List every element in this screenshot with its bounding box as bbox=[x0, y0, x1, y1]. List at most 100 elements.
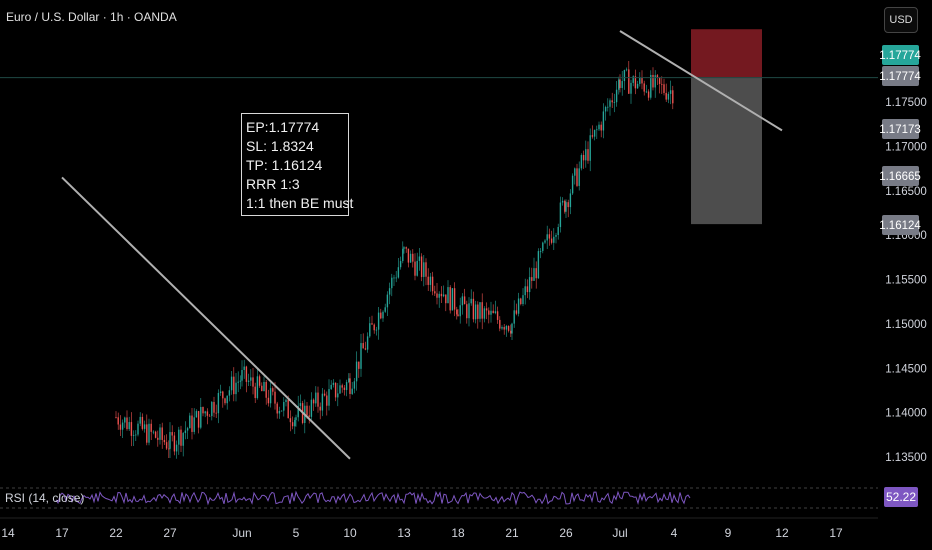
candle-body bbox=[654, 75, 656, 88]
candle-body bbox=[295, 417, 297, 421]
candle-body bbox=[235, 382, 237, 395]
candle-body bbox=[459, 305, 461, 317]
x-tick-label: 18 bbox=[451, 526, 465, 540]
candle-body bbox=[193, 417, 195, 432]
candle-body bbox=[157, 437, 159, 440]
candle-body bbox=[137, 423, 139, 435]
candle-body bbox=[602, 111, 605, 131]
candle-body bbox=[148, 423, 150, 443]
candle-body bbox=[474, 304, 477, 320]
candle-body bbox=[337, 393, 339, 398]
candle-body bbox=[287, 399, 289, 419]
candle-body bbox=[524, 286, 526, 296]
candle-body bbox=[124, 417, 126, 423]
candle-body bbox=[132, 435, 135, 436]
candle-body bbox=[485, 308, 488, 311]
candle-body bbox=[656, 75, 659, 78]
candle-body bbox=[546, 234, 548, 241]
candle-body bbox=[641, 77, 643, 84]
candle-body bbox=[200, 406, 202, 428]
candle-body bbox=[429, 276, 432, 285]
candle-body bbox=[269, 388, 272, 404]
chart-title: Euro / U.S. Dollar · 1h · OANDA bbox=[6, 10, 177, 24]
trendlines-group[interactable] bbox=[61, 30, 783, 460]
trendline[interactable] bbox=[61, 176, 351, 460]
candle-body bbox=[587, 149, 589, 161]
price-labels: 1.17774 1.17774 1.17173 1.16665 1.16124 bbox=[879, 45, 921, 235]
candle-body bbox=[596, 129, 598, 131]
candle-body bbox=[580, 155, 583, 169]
y-tick-label: 1.15500 bbox=[885, 275, 927, 287]
candle-body bbox=[667, 93, 670, 100]
candle-body bbox=[479, 302, 481, 319]
y-tick-label: 1.17500 bbox=[885, 97, 927, 109]
trade-position-box[interactable] bbox=[0, 29, 878, 225]
candle-body bbox=[310, 399, 313, 417]
candle-body bbox=[348, 378, 350, 383]
x-tick-label: 9 bbox=[725, 526, 732, 540]
x-tick-label: 21 bbox=[505, 526, 519, 540]
currency-button[interactable]: USD bbox=[884, 7, 918, 33]
candle-body bbox=[150, 423, 152, 432]
price-axis[interactable]: 1.135001.140001.145001.150001.155001.160… bbox=[885, 97, 927, 464]
candle-body bbox=[609, 100, 611, 107]
candle-body bbox=[619, 79, 621, 88]
candle-body bbox=[561, 200, 564, 203]
candle-body bbox=[245, 366, 248, 382]
candle-body bbox=[285, 399, 287, 403]
candle-body bbox=[451, 288, 454, 311]
candle-body bbox=[607, 106, 609, 108]
trendline[interactable] bbox=[619, 30, 783, 132]
entry-price-note: EP:1.17774 bbox=[246, 119, 320, 135]
candle-body bbox=[477, 304, 479, 319]
candle-body bbox=[598, 124, 600, 130]
candle-body bbox=[280, 410, 283, 412]
candle-body bbox=[258, 376, 261, 386]
candle-body bbox=[431, 276, 434, 292]
candle-body bbox=[371, 323, 373, 325]
candle-body bbox=[237, 381, 239, 383]
candle-body bbox=[600, 124, 602, 131]
candle-body bbox=[564, 200, 566, 212]
candle-body bbox=[219, 391, 222, 394]
candle-body bbox=[353, 381, 356, 389]
candle-body bbox=[438, 293, 440, 298]
candle-body bbox=[375, 329, 378, 331]
candle-body bbox=[449, 287, 451, 311]
candle-body bbox=[436, 293, 438, 298]
candle-body bbox=[224, 398, 226, 404]
candle-body bbox=[276, 403, 278, 414]
candle-body bbox=[593, 129, 596, 137]
candle-body bbox=[557, 227, 559, 235]
candle-body bbox=[513, 310, 515, 324]
candle-body bbox=[576, 168, 578, 186]
candle-body bbox=[555, 234, 557, 237]
candle-body bbox=[494, 311, 497, 314]
candle-body bbox=[328, 389, 330, 406]
candle-body bbox=[405, 247, 407, 249]
x-tick-label: 12 bbox=[775, 526, 789, 540]
rsi-value-badge bbox=[884, 487, 918, 507]
candle-body bbox=[423, 262, 425, 277]
time-axis[interactable]: 14 17 22 27 Jun 5 10 13 18 21 26 Jul 4 9 12 17 bbox=[0, 517, 878, 540]
candle-body bbox=[615, 89, 618, 103]
candle-body bbox=[481, 302, 483, 319]
candle-body bbox=[146, 424, 148, 443]
candle-body bbox=[636, 83, 639, 89]
candle-body bbox=[272, 388, 274, 392]
candle-body bbox=[407, 248, 410, 263]
candle-body bbox=[591, 135, 594, 137]
price-label: 1.16665 bbox=[879, 171, 921, 183]
candle-body bbox=[139, 416, 141, 424]
candle-body bbox=[403, 247, 405, 249]
x-tick-label: 22 bbox=[109, 526, 123, 540]
price-label: 1.17774 bbox=[879, 50, 921, 62]
candle-body bbox=[189, 415, 191, 429]
x-tick-label: 4 bbox=[671, 526, 678, 540]
candle-body bbox=[254, 386, 256, 399]
candle-body bbox=[182, 432, 184, 446]
candle-body bbox=[414, 261, 416, 276]
candle-body bbox=[472, 298, 475, 320]
candle-body bbox=[143, 424, 146, 429]
